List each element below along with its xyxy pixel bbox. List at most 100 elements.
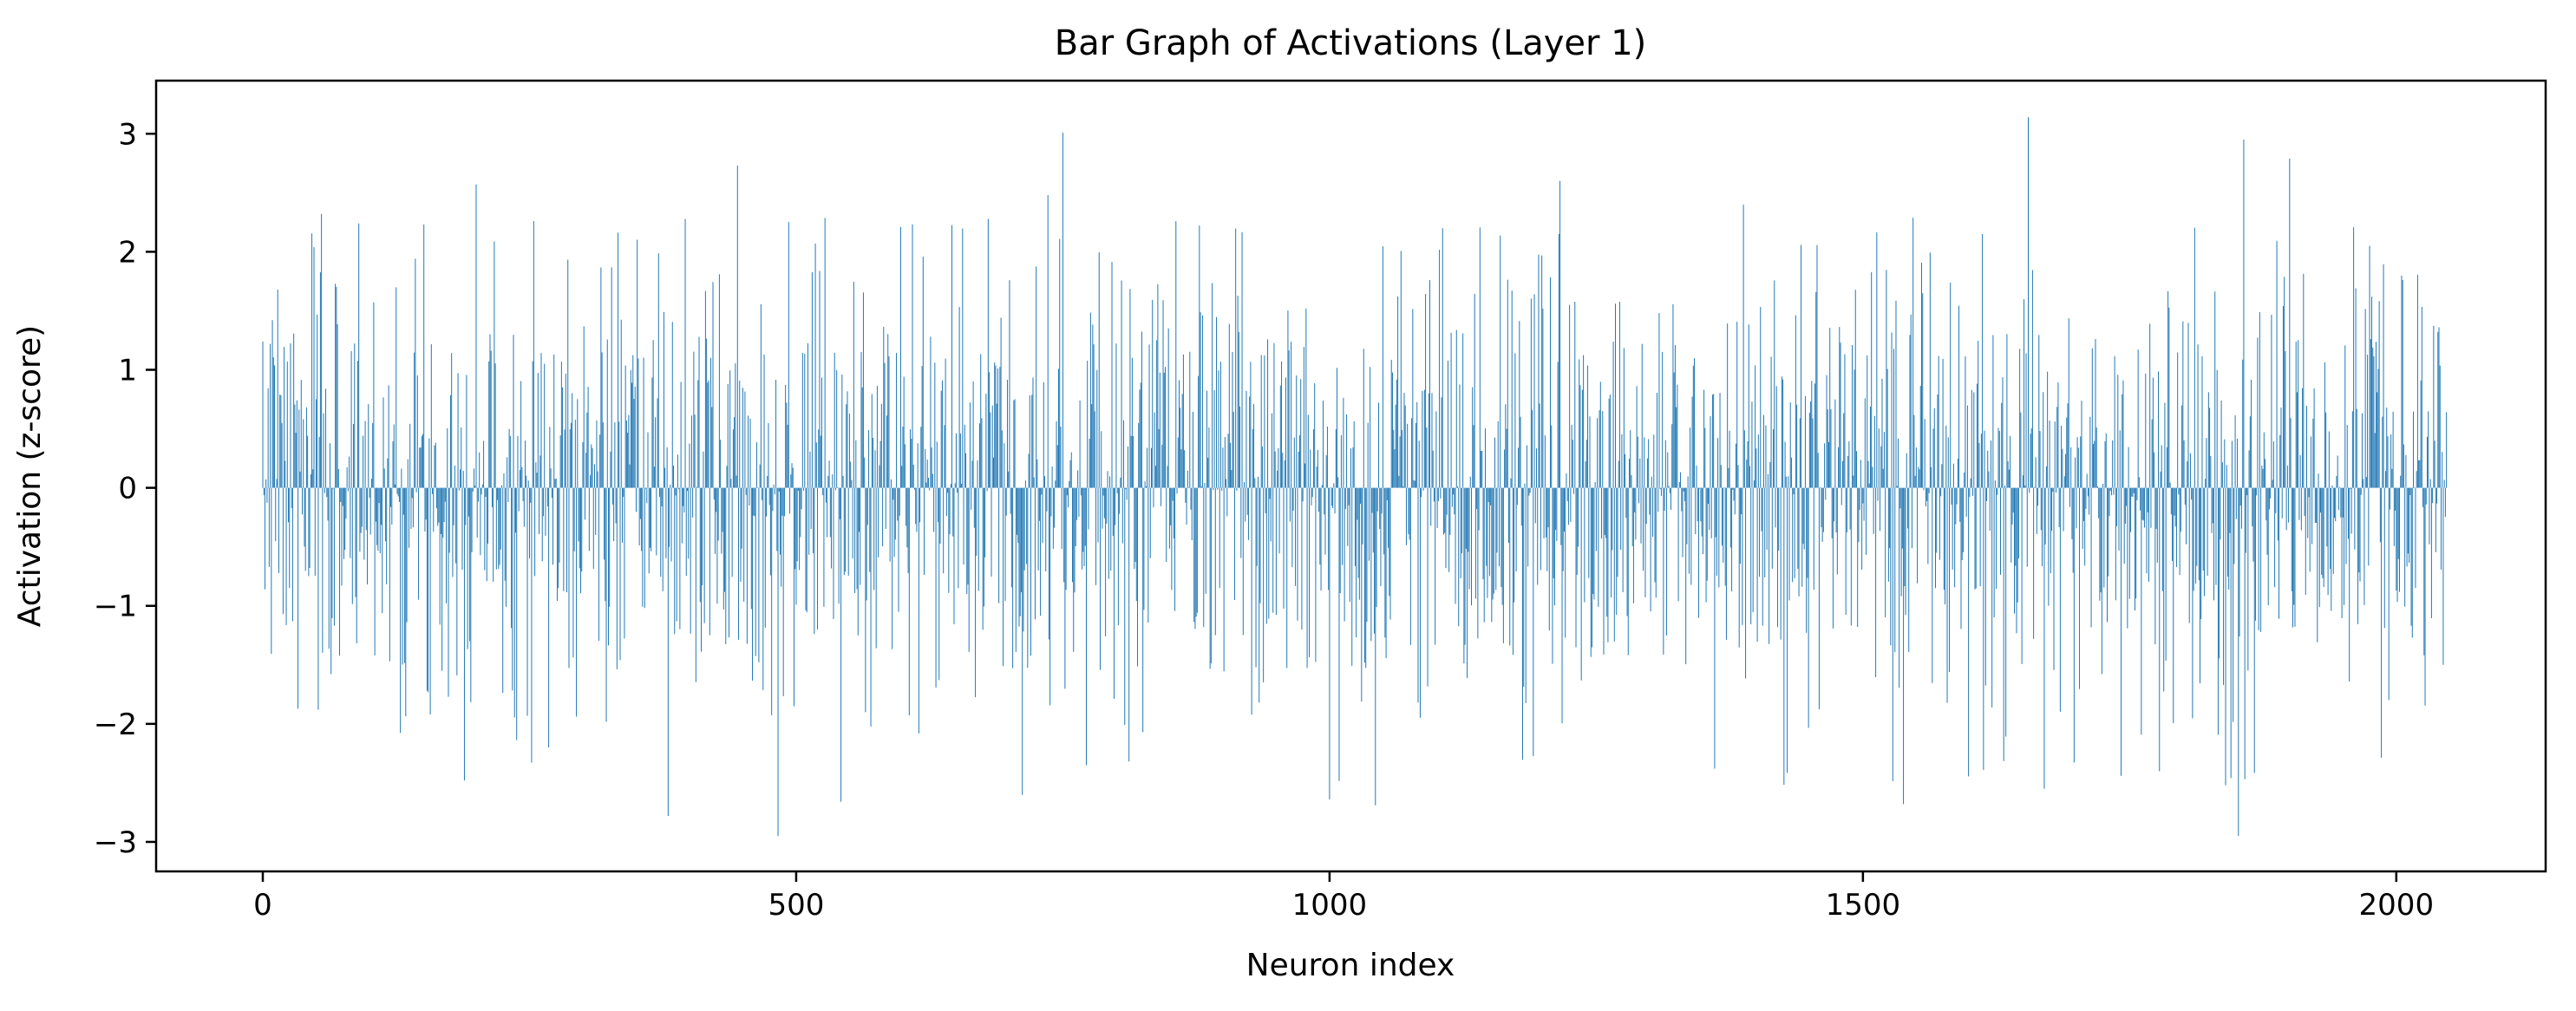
bar bbox=[727, 384, 729, 488]
bar bbox=[2432, 487, 2434, 504]
bar bbox=[1212, 283, 1213, 488]
bar bbox=[441, 487, 443, 671]
bar bbox=[1685, 487, 1687, 665]
bar bbox=[2355, 288, 2357, 488]
bar bbox=[1240, 487, 1242, 558]
bar bbox=[666, 447, 668, 488]
bar bbox=[1497, 421, 1499, 488]
bar bbox=[1386, 487, 1388, 500]
bar bbox=[652, 340, 654, 488]
bar bbox=[1641, 343, 1643, 488]
bar bbox=[2131, 487, 2133, 497]
bar bbox=[1207, 457, 1209, 488]
bar bbox=[1649, 487, 1651, 515]
bar bbox=[1288, 350, 1290, 488]
bar bbox=[1896, 486, 1898, 488]
bar bbox=[2326, 487, 2328, 547]
bar bbox=[2045, 466, 2047, 488]
bar bbox=[1124, 487, 1126, 726]
bar bbox=[2378, 301, 2380, 488]
bar bbox=[2098, 487, 2100, 519]
bar bbox=[1301, 487, 1303, 630]
y-tick-label: 0 bbox=[118, 472, 137, 506]
bar bbox=[1474, 487, 1476, 599]
bar bbox=[1882, 468, 1884, 488]
bar bbox=[2416, 471, 2417, 488]
bar bbox=[2108, 487, 2109, 577]
bar bbox=[2029, 487, 2030, 493]
bar bbox=[711, 407, 713, 488]
bar bbox=[1305, 308, 1307, 488]
bar bbox=[976, 487, 977, 556]
bar bbox=[2299, 454, 2301, 488]
bar bbox=[748, 415, 749, 488]
bar bbox=[1979, 487, 1981, 587]
bar bbox=[2007, 461, 2009, 488]
bar bbox=[2270, 487, 2272, 499]
bar bbox=[2142, 487, 2144, 521]
bar bbox=[1560, 487, 1562, 545]
bar bbox=[987, 219, 989, 488]
bar bbox=[424, 487, 426, 532]
bar bbox=[1501, 487, 1503, 605]
bar bbox=[2410, 487, 2412, 626]
bar bbox=[1329, 487, 1330, 799]
bar bbox=[1629, 459, 1630, 488]
bar bbox=[803, 487, 805, 492]
bar bbox=[1793, 487, 1795, 495]
bar bbox=[1988, 471, 1990, 488]
bar bbox=[1838, 447, 1840, 488]
bar bbox=[1559, 180, 1561, 488]
bar bbox=[1330, 487, 1332, 506]
bar bbox=[1580, 487, 1582, 681]
bar bbox=[2239, 487, 2241, 506]
bar bbox=[606, 339, 608, 488]
bar bbox=[752, 487, 754, 681]
bar bbox=[2328, 431, 2330, 488]
bar bbox=[308, 487, 310, 577]
bar bbox=[569, 429, 571, 488]
bar bbox=[868, 430, 870, 488]
bar bbox=[1156, 340, 1158, 488]
bar bbox=[1123, 420, 1125, 488]
bar bbox=[402, 487, 404, 515]
bar bbox=[549, 427, 551, 488]
bar bbox=[1871, 271, 1873, 488]
bar bbox=[1897, 438, 1899, 488]
bar bbox=[2072, 487, 2074, 573]
bar bbox=[941, 380, 943, 488]
bar bbox=[1657, 487, 1659, 512]
bar bbox=[620, 319, 622, 488]
bar bbox=[2203, 487, 2205, 597]
bar bbox=[1980, 434, 1982, 488]
bar bbox=[2050, 487, 2051, 574]
bar bbox=[899, 226, 901, 488]
bar bbox=[2435, 487, 2436, 552]
bar bbox=[669, 487, 670, 547]
bar bbox=[1845, 487, 1847, 616]
bar bbox=[1512, 487, 1514, 656]
bar bbox=[1003, 487, 1004, 667]
bar bbox=[2196, 487, 2198, 566]
bar bbox=[1315, 487, 1317, 662]
bar bbox=[1703, 389, 1705, 488]
bar bbox=[1273, 342, 1275, 488]
bar bbox=[1036, 459, 1038, 488]
bar bbox=[1052, 487, 1054, 549]
bar bbox=[2437, 331, 2439, 488]
bar bbox=[402, 487, 403, 665]
bar bbox=[1170, 487, 1172, 525]
bar bbox=[838, 487, 840, 604]
bar bbox=[731, 487, 733, 577]
x-tick-label: 2000 bbox=[2359, 888, 2435, 923]
bar bbox=[2249, 416, 2251, 488]
bar bbox=[1839, 327, 1840, 488]
bar bbox=[1998, 431, 2000, 488]
bar bbox=[1087, 361, 1089, 488]
bar bbox=[285, 487, 287, 626]
bar bbox=[2308, 487, 2310, 498]
bar bbox=[2063, 476, 2065, 488]
bar bbox=[2371, 297, 2373, 488]
bar bbox=[1933, 408, 1935, 488]
bar bbox=[1908, 487, 1910, 652]
